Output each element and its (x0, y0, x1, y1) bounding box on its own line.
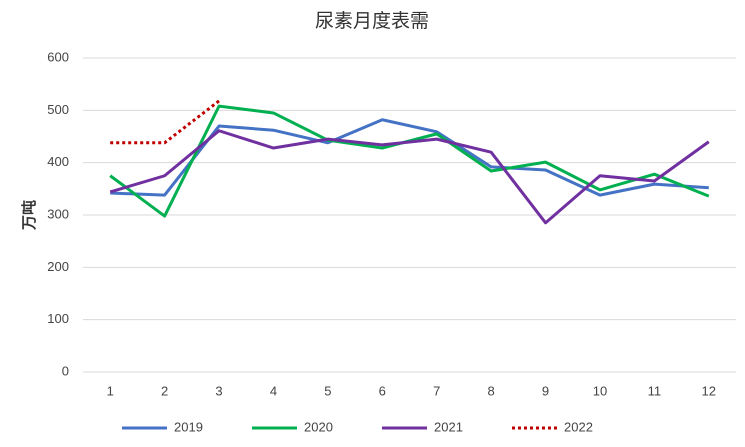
line-series (109, 104, 710, 218)
y-tick-label: 300 (47, 206, 69, 221)
y-tick-label: 600 (47, 49, 69, 64)
y-tick-label: 200 (47, 259, 69, 274)
line-series (109, 129, 710, 225)
legend-label: 2021 (434, 419, 463, 434)
x-tick-label: 7 (433, 383, 440, 398)
legend-label: 2019 (174, 419, 203, 434)
x-tick-label: 4 (270, 383, 277, 398)
x-tick-label: 9 (542, 383, 549, 398)
x-tick-label: 5 (324, 383, 331, 398)
x-tick-label: 12 (702, 383, 716, 398)
chart-title: 尿素月度表需 (315, 10, 429, 32)
x-tick-label: 3 (215, 383, 222, 398)
y-tick-label: 500 (47, 102, 69, 117)
x-tick-label: 10 (593, 383, 607, 398)
x-tick-label: 11 (648, 383, 662, 398)
y-tick-label: 100 (47, 311, 69, 326)
x-tick-label: 8 (488, 383, 495, 398)
legend-label: 2020 (304, 419, 333, 434)
y-tick-label: 400 (47, 154, 69, 169)
x-tick-label: 2 (161, 383, 168, 398)
legend-label: 2022 (564, 419, 593, 434)
x-tick-label: 6 (379, 383, 386, 398)
line-series (110, 99, 220, 145)
x-tick-label: 1 (107, 383, 114, 398)
y-tick-label: 0 (62, 363, 69, 378)
y-axis-label: 万吨 (20, 200, 38, 231)
